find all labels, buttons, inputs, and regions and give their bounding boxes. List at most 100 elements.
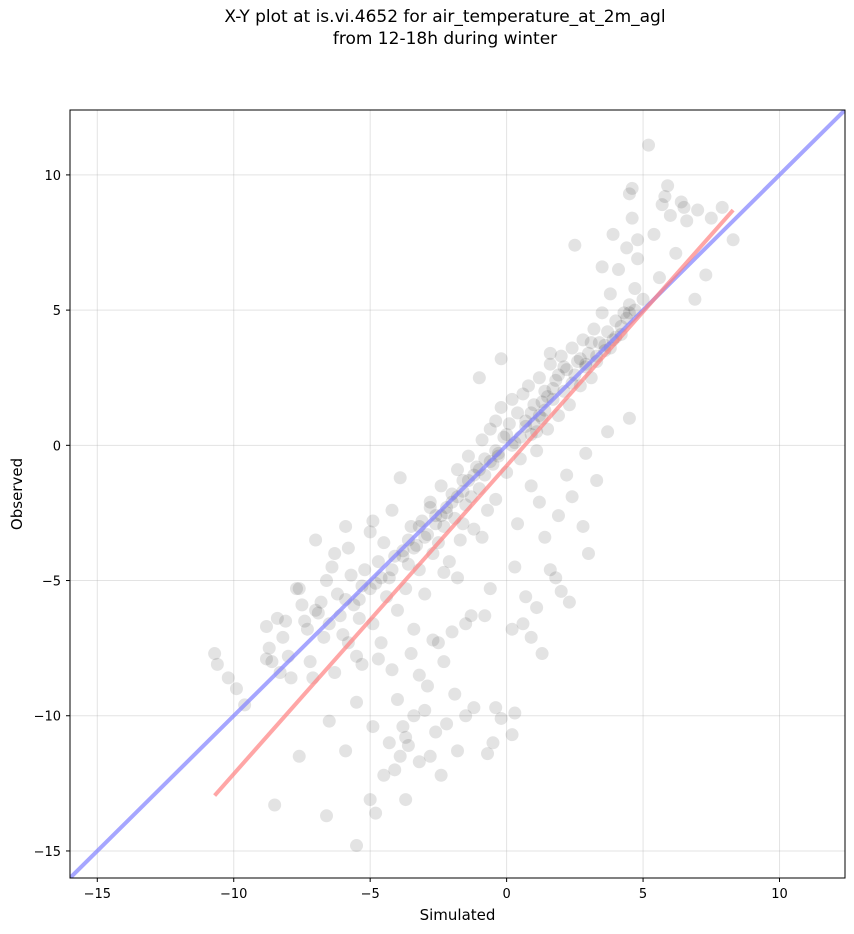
data-point — [300, 622, 314, 636]
data-point — [581, 546, 595, 560]
data-point — [382, 571, 396, 585]
data-point — [560, 468, 574, 482]
data-point — [418, 587, 432, 601]
data-point — [459, 709, 473, 723]
data-point — [568, 238, 582, 252]
data-point — [527, 398, 541, 412]
data-point — [565, 490, 579, 504]
data-point — [532, 371, 546, 385]
data-point — [437, 519, 451, 533]
data-point — [451, 463, 464, 477]
data-point — [636, 292, 650, 306]
data-point — [505, 392, 519, 406]
data-point — [453, 533, 467, 547]
y-tick-label: −5 — [42, 575, 61, 590]
data-point — [262, 641, 276, 655]
data-point — [688, 292, 702, 306]
data-point — [508, 560, 522, 574]
data-point — [298, 614, 312, 628]
data-point — [407, 622, 421, 636]
data-point — [437, 565, 451, 579]
regression-line — [213, 208, 735, 797]
data-point — [268, 798, 282, 812]
data-point — [344, 568, 358, 582]
data-point — [622, 411, 636, 425]
data-point — [524, 428, 538, 442]
data-point — [328, 546, 342, 560]
data-point — [521, 379, 535, 393]
data-point — [467, 701, 481, 715]
data-point — [628, 281, 642, 295]
data-point — [573, 352, 587, 366]
data-point — [715, 200, 729, 214]
data-point — [423, 501, 437, 515]
data-point — [393, 749, 407, 763]
data-point — [704, 211, 718, 225]
data-point — [620, 241, 634, 255]
data-point — [385, 503, 399, 517]
data-point — [617, 306, 631, 320]
data-point — [494, 352, 508, 366]
data-point — [445, 625, 459, 639]
x-tick-label: 10 — [771, 887, 788, 902]
fit-lines — [70, 110, 845, 878]
data-point — [546, 382, 560, 396]
data-point — [530, 601, 544, 615]
data-point — [483, 422, 497, 436]
data-point — [549, 571, 563, 585]
data-point — [652, 271, 666, 285]
data-point — [420, 679, 434, 693]
data-point — [229, 682, 243, 696]
data-point — [603, 287, 617, 301]
data-point — [309, 603, 323, 617]
data-point — [472, 371, 486, 385]
data-point — [601, 325, 615, 339]
data-point — [642, 138, 656, 152]
data-point — [369, 806, 383, 820]
data-point — [322, 714, 336, 728]
data-point — [551, 368, 565, 382]
data-point — [401, 557, 415, 571]
data-point — [535, 647, 549, 661]
data-point — [407, 709, 421, 723]
data-point — [622, 187, 636, 201]
data-point — [505, 728, 519, 742]
data-point — [314, 595, 328, 609]
data-point — [363, 525, 377, 539]
data-point — [320, 809, 334, 823]
data-point — [355, 657, 369, 671]
data-point — [420, 528, 434, 542]
data-point — [571, 354, 585, 368]
data-point — [434, 479, 448, 493]
data-point — [464, 609, 478, 623]
data-point — [350, 649, 364, 663]
data-point — [385, 663, 399, 677]
data-point — [478, 609, 492, 623]
data-point — [489, 414, 503, 428]
data-point — [500, 428, 514, 442]
x-tick-label: −10 — [220, 887, 247, 902]
grid-lines — [70, 110, 845, 878]
data-point — [431, 636, 445, 650]
data-point — [622, 298, 636, 312]
data-point — [502, 417, 516, 431]
data-point — [366, 720, 380, 734]
data-point — [511, 406, 525, 420]
data-point — [543, 357, 557, 371]
data-point — [371, 555, 385, 569]
data-point — [303, 655, 317, 669]
data-point — [726, 233, 740, 247]
data-point — [532, 495, 546, 509]
y-tick-label: 0 — [53, 439, 61, 454]
data-point — [486, 736, 500, 750]
data-point — [516, 617, 530, 631]
data-point — [418, 703, 432, 717]
data-point — [311, 606, 325, 620]
data-point — [595, 306, 609, 320]
data-point — [276, 630, 290, 644]
data-point — [437, 655, 451, 669]
data-point — [210, 657, 224, 671]
data-point — [508, 706, 522, 720]
data-point — [475, 530, 489, 544]
data-point — [371, 652, 385, 666]
